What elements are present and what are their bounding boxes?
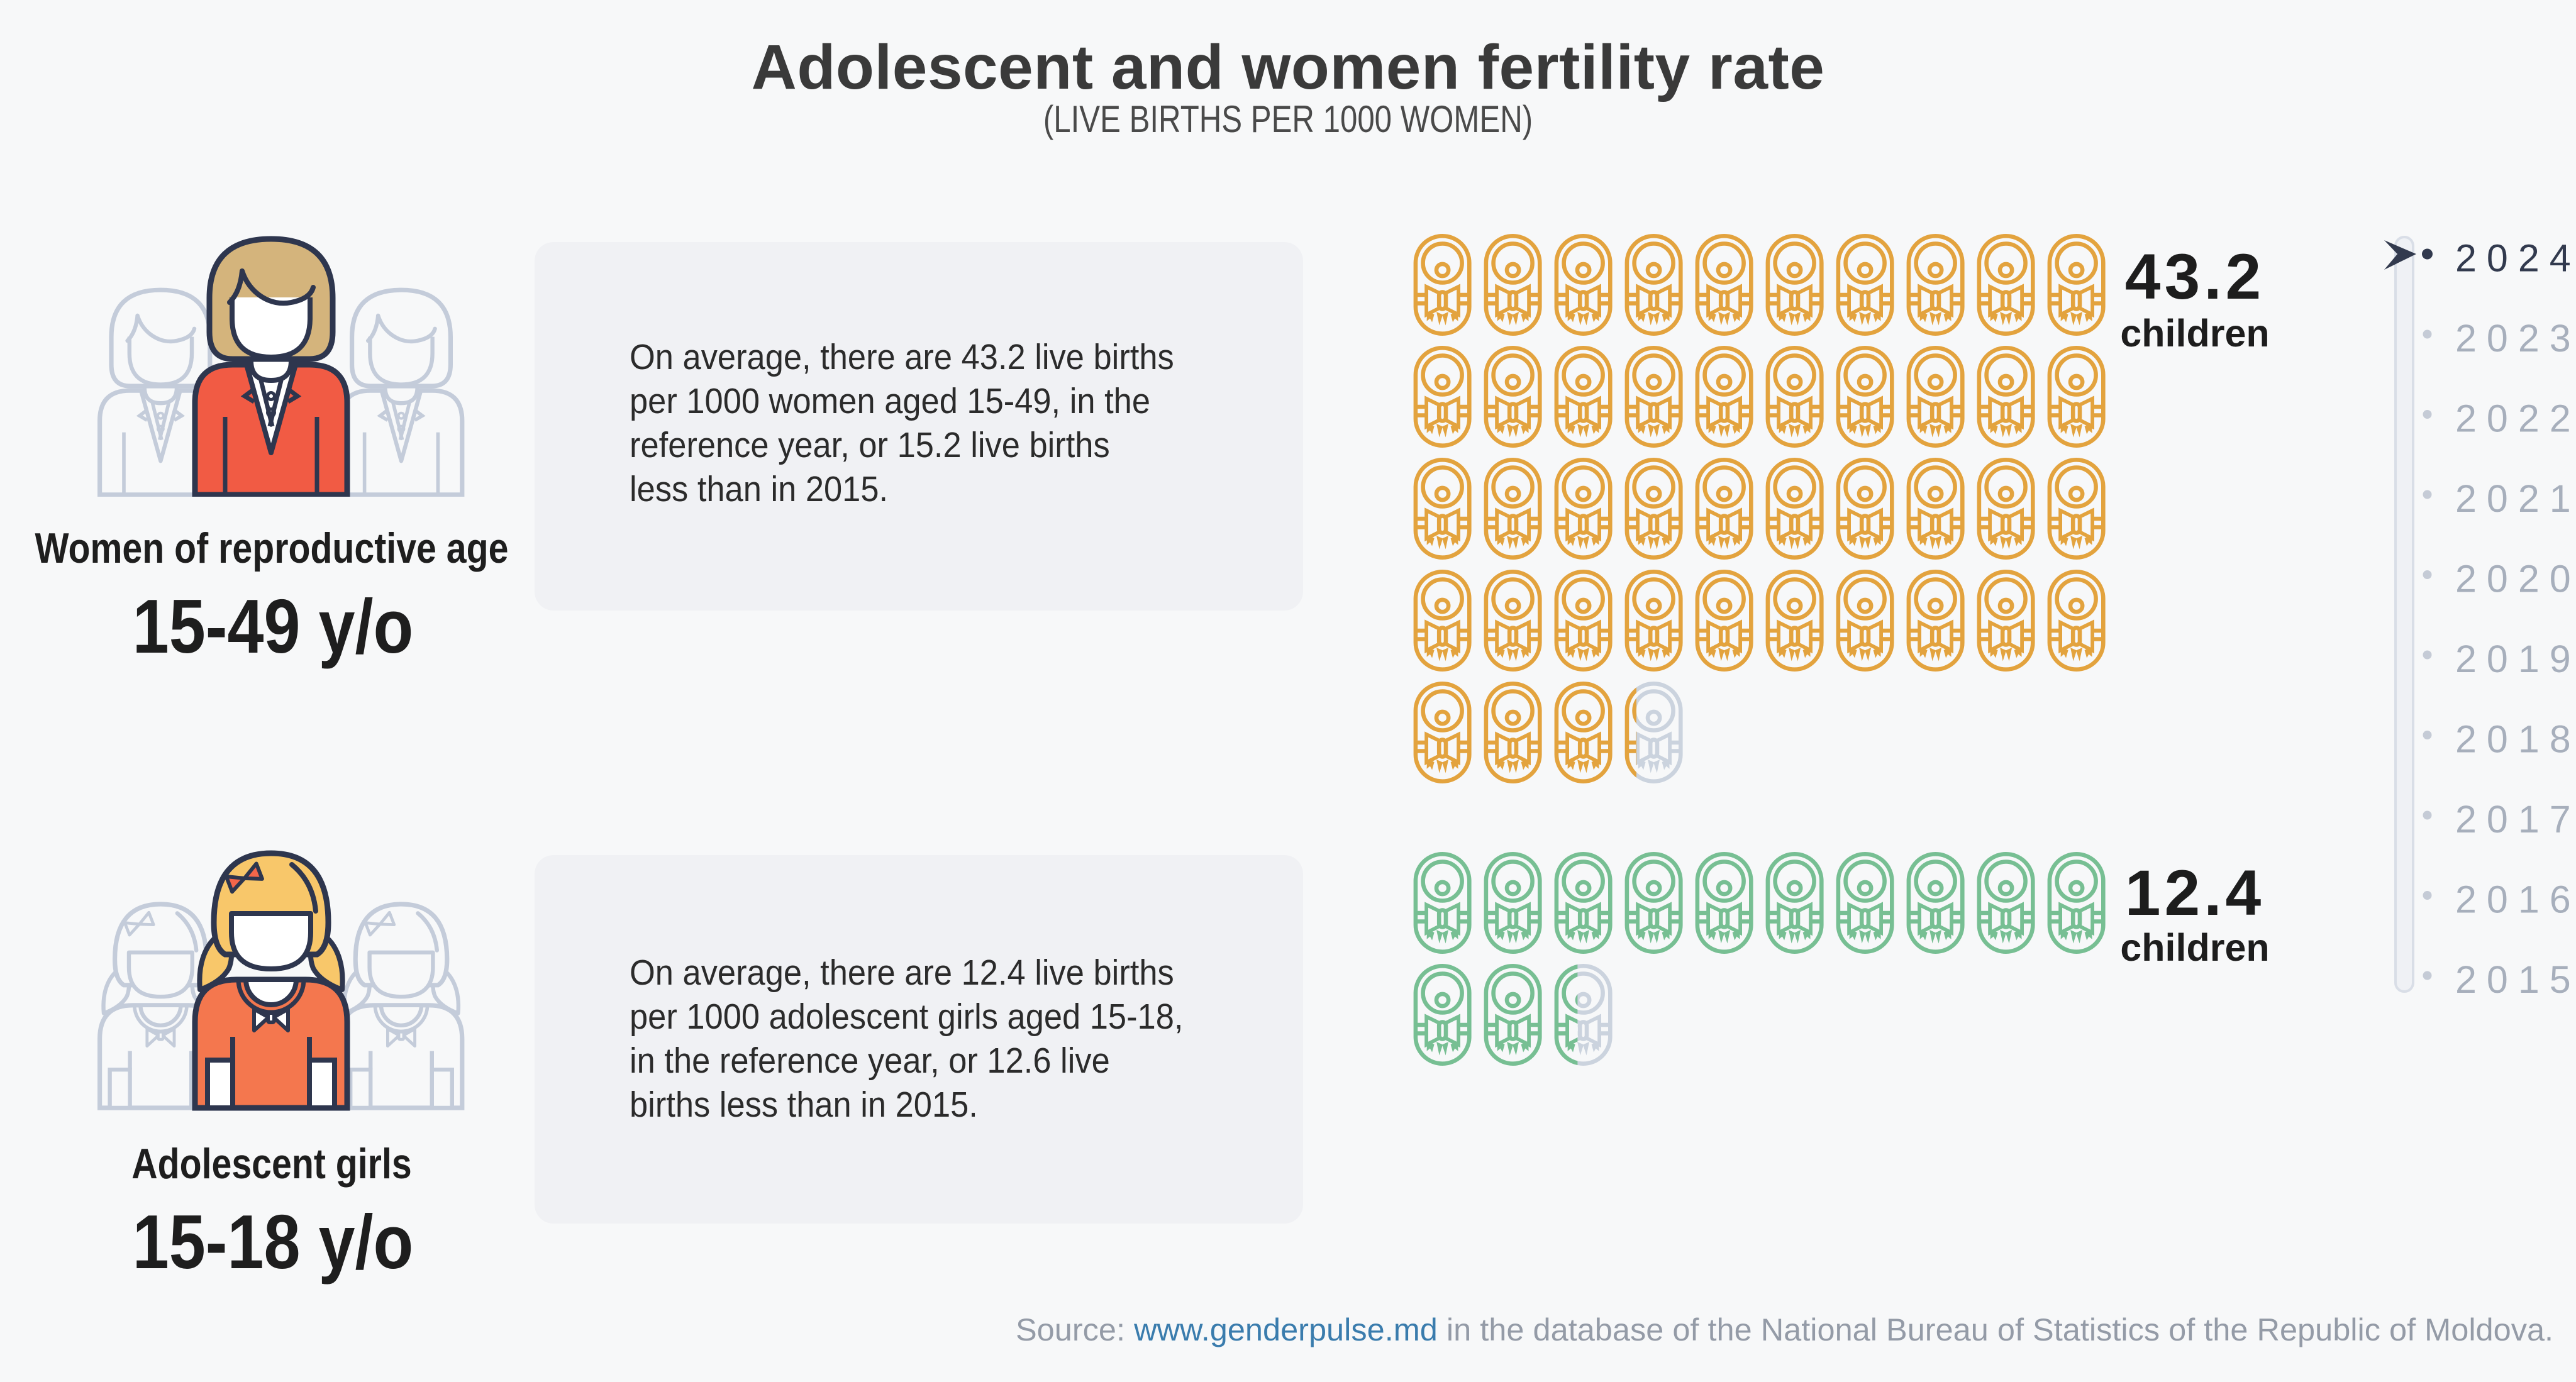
svg-text:2016: 2016 (2455, 878, 2576, 921)
svg-text:2022: 2022 (2455, 397, 2576, 440)
svg-text:2024: 2024 (2455, 237, 2576, 280)
svg-text:2015: 2015 (2455, 958, 2576, 1001)
svg-text:2018: 2018 (2455, 718, 2576, 761)
svg-text:2023: 2023 (2455, 317, 2576, 360)
svg-text:2019: 2019 (2455, 638, 2576, 680)
svg-text:2021: 2021 (2455, 477, 2576, 520)
svg-text:2020: 2020 (2455, 558, 2576, 600)
svg-text:2017: 2017 (2455, 798, 2576, 841)
